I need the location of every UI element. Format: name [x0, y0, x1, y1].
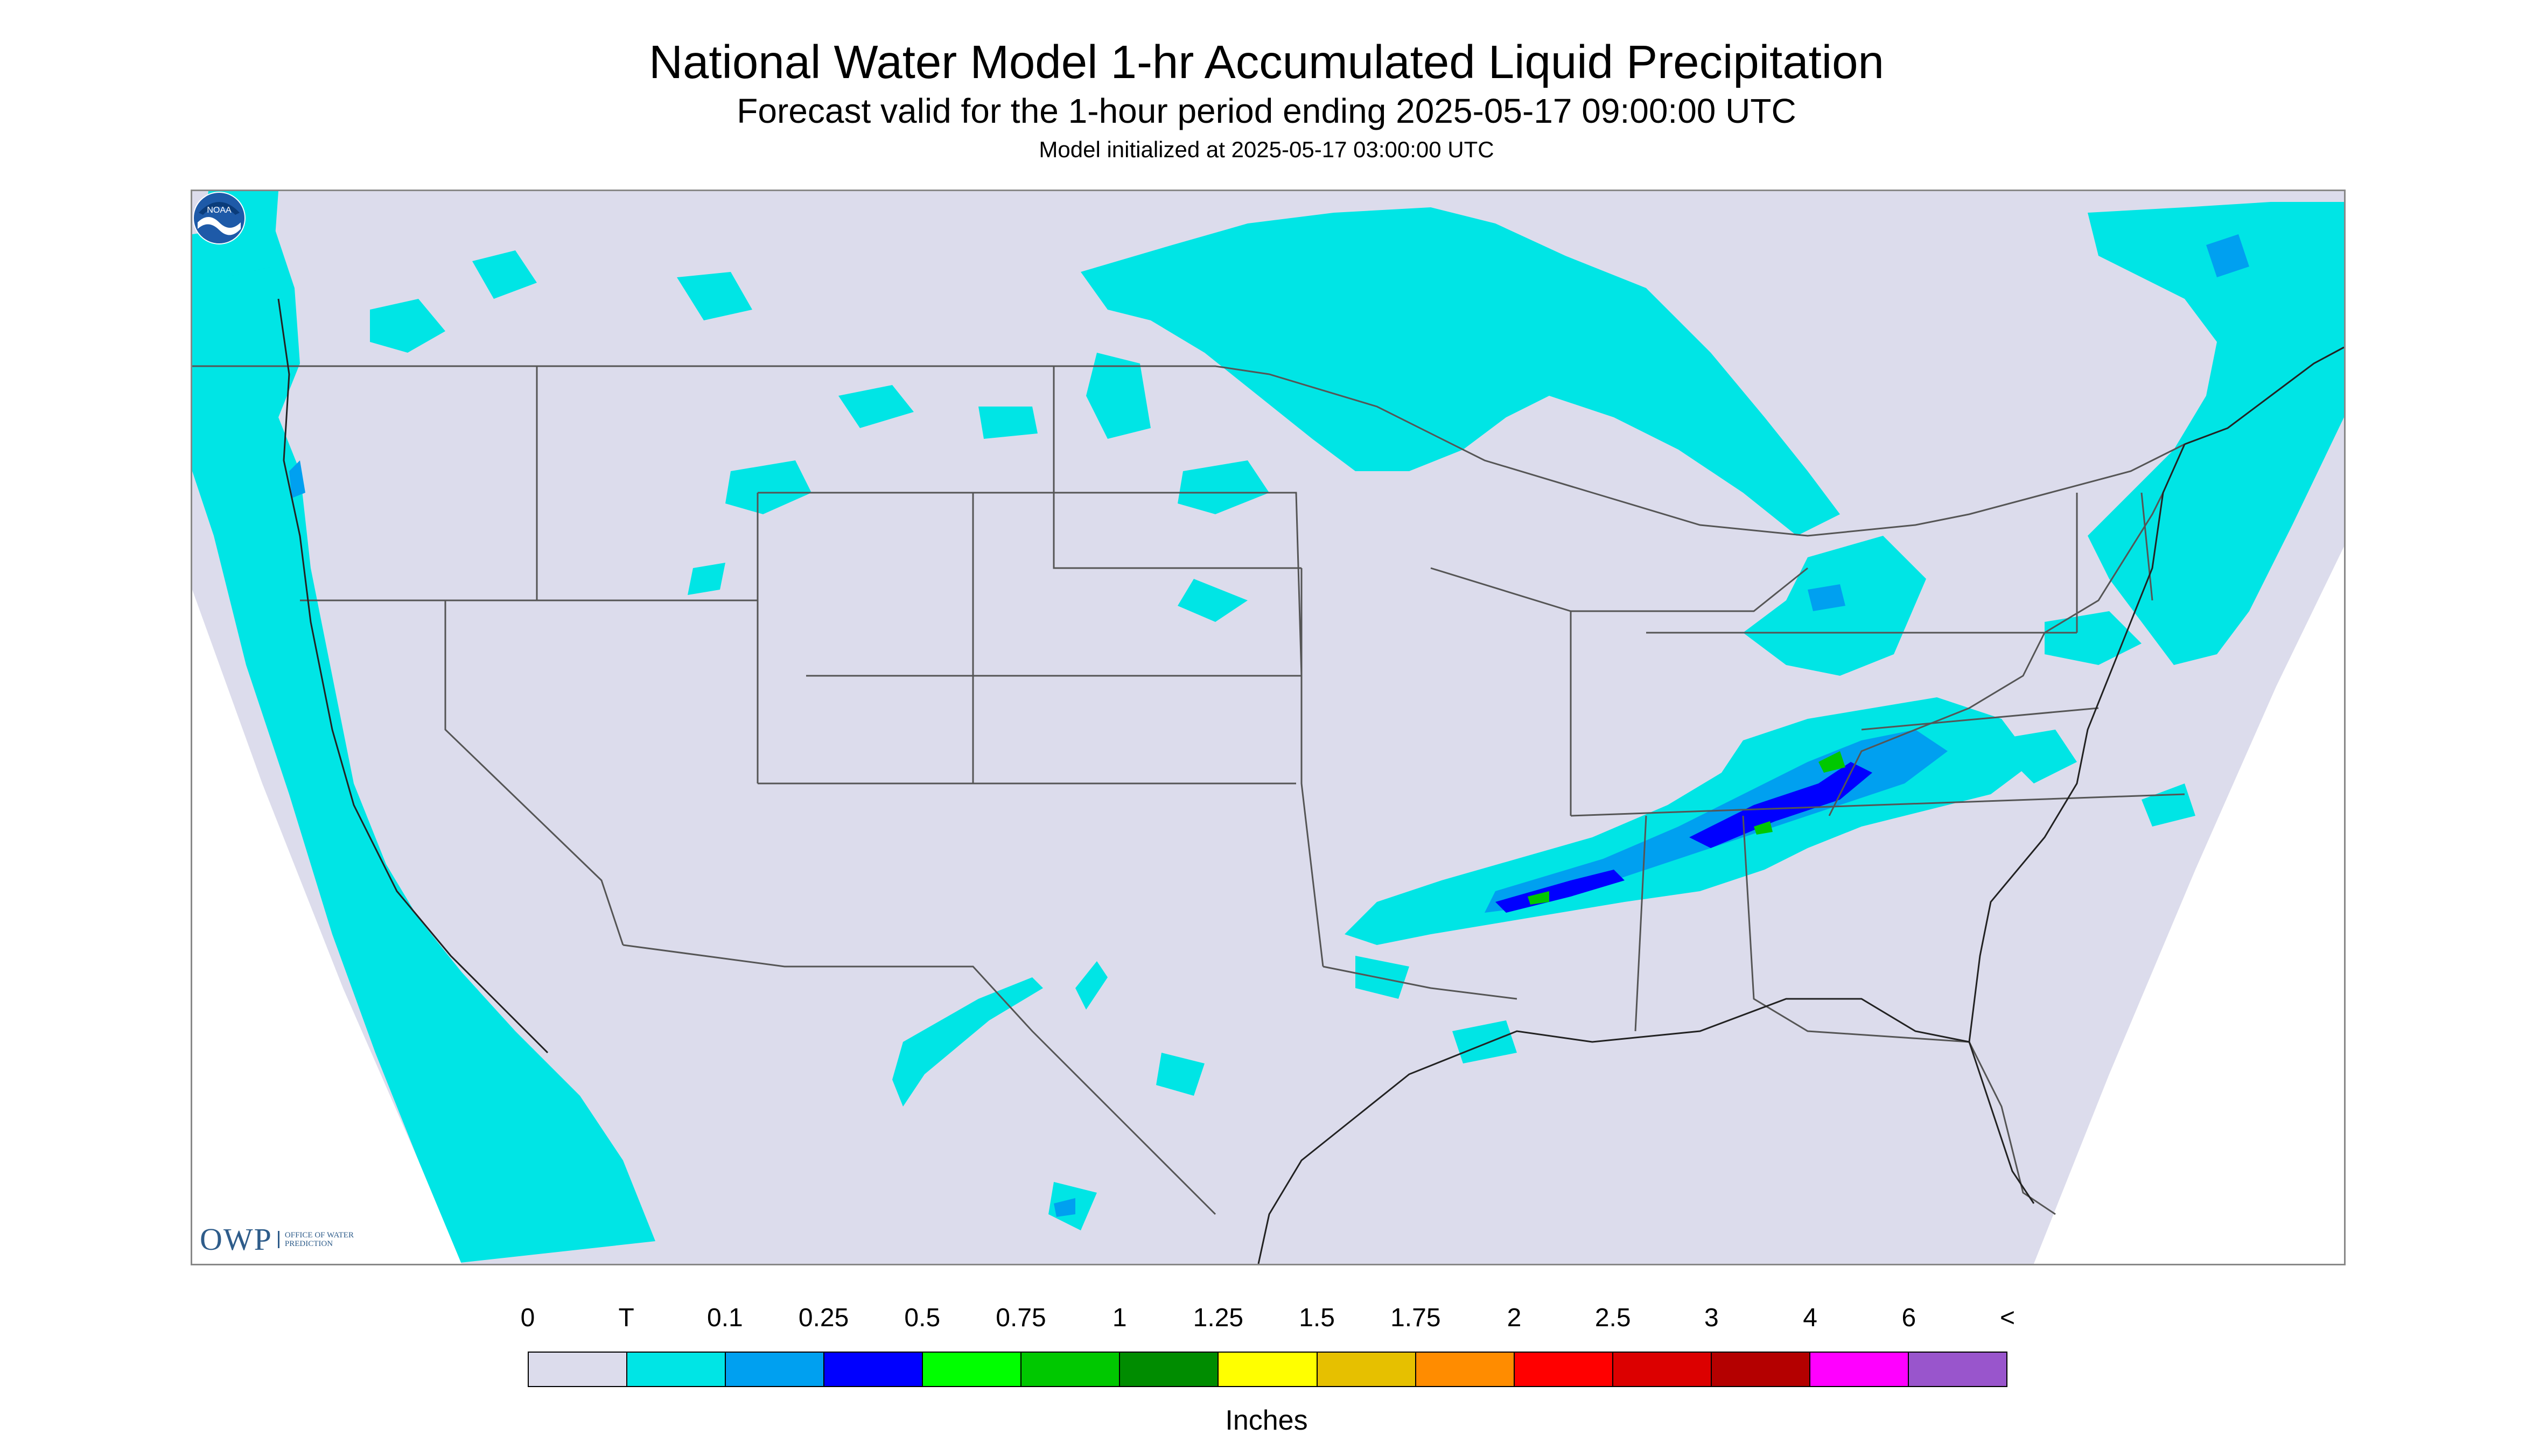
- outside-domain-east: [2034, 547, 2344, 1264]
- legend-swatch: [1613, 1353, 1712, 1386]
- legend-tick-label: 0.5: [904, 1304, 941, 1332]
- map-title: National Water Model 1-hr Accumulated Li…: [649, 36, 1884, 88]
- noaa-logo: NOAA: [193, 192, 246, 244]
- legend-tick-label: <: [1999, 1304, 2016, 1332]
- legend-swatch: [1711, 1353, 1810, 1386]
- legend-units-label: Inches: [1225, 1405, 1308, 1436]
- legend-swatch: [1021, 1353, 1121, 1386]
- legend-swatch: [627, 1353, 726, 1386]
- noaa-logo-text: NOAA: [207, 206, 232, 215]
- precip-trace-areas: [192, 191, 2344, 1264]
- precip-color-legend: [528, 1352, 2007, 1387]
- legend-tick-label: 0.75: [996, 1304, 1046, 1332]
- legend-swatch: [529, 1353, 628, 1386]
- legend-tick-label: 1: [1112, 1304, 1127, 1332]
- legend-tick-label: 1.75: [1390, 1304, 1441, 1332]
- owp-logo-subtext: OFFICE OF WATER PREDICTION: [277, 1230, 366, 1248]
- precip-moderate-areas: [1495, 762, 1872, 913]
- legend-tick-label: T: [618, 1304, 634, 1332]
- model-init-text: Model initialized at 2025-05-17 03:00:00…: [1039, 137, 1494, 162]
- legend-tick-label: 1.25: [1193, 1304, 1244, 1332]
- legend-tick-label: 0.25: [798, 1304, 849, 1332]
- legend-tick-label: 4: [1803, 1304, 1817, 1332]
- legend-swatch: [1810, 1353, 1909, 1386]
- outside-domain-west: [192, 590, 461, 1264]
- legend-swatch: [1416, 1353, 1515, 1386]
- legend-swatch: [1219, 1353, 1318, 1386]
- map-canvas: [192, 191, 2344, 1264]
- legend-tick-label: 2.5: [1594, 1304, 1631, 1332]
- map-subtitle: Forecast valid for the 1-hour period end…: [737, 92, 1796, 130]
- legend-swatch: [1908, 1353, 2006, 1386]
- precipitation-map: OWP OFFICE OF WATER PREDICTION NOAA: [191, 190, 2346, 1265]
- precip-heavy-areas: [1528, 751, 1845, 905]
- state-boundaries: [192, 365, 2185, 1215]
- coastlines: [277, 298, 2344, 1264]
- legend-tick-label: 2: [1507, 1304, 1522, 1332]
- legend-swatch: [824, 1353, 923, 1386]
- owp-logo: OWP OFFICE OF WATER PREDICTION: [200, 1221, 366, 1257]
- legend-tick-label: 3: [1704, 1304, 1719, 1332]
- legend-tick-label: 6: [1901, 1304, 1916, 1332]
- legend-swatch: [726, 1353, 825, 1386]
- legend-swatch: [1317, 1353, 1416, 1386]
- legend-swatch: [1514, 1353, 1613, 1386]
- legend-swatch: [923, 1353, 1022, 1386]
- legend-tick-label: 0.1: [707, 1304, 743, 1332]
- owp-logo-text: OWP: [200, 1222, 272, 1257]
- legend-tick-label: 0: [520, 1304, 535, 1332]
- legend-tick-label: 1.5: [1299, 1304, 1335, 1332]
- legend-swatch: [1120, 1353, 1219, 1386]
